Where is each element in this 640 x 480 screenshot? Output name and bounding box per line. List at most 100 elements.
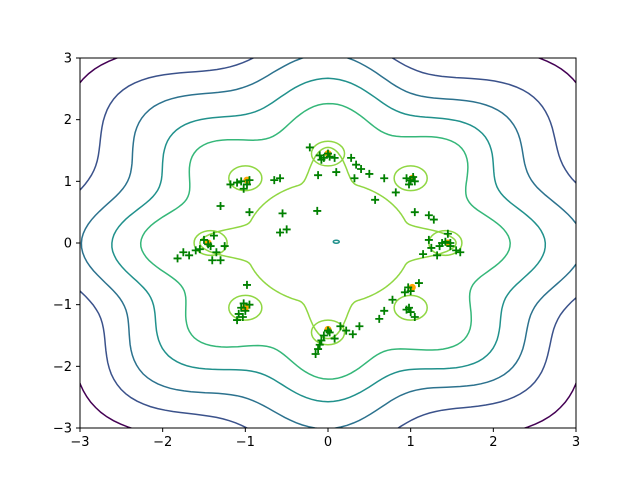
plus-marker (435, 242, 444, 251)
plus-marker (179, 248, 188, 257)
plus-marker (237, 177, 246, 186)
contour-level-5 (139, 102, 511, 380)
plus-marker (195, 245, 204, 254)
plus-marker (233, 316, 242, 325)
plus-marker (433, 251, 442, 260)
plus-marker (325, 328, 334, 337)
contour-lines (80, 58, 576, 428)
x-tick-label: 0 (324, 435, 332, 450)
plus-marker (391, 188, 400, 197)
plus-marker (241, 306, 250, 315)
center-contour (332, 239, 341, 245)
plus-marker (443, 229, 452, 238)
plus-marker (330, 153, 339, 162)
y-tick-label: 1 (64, 175, 72, 190)
y-tick-label: 0 (64, 237, 72, 252)
plus-marker (414, 279, 423, 288)
x-tick-label: 3 (572, 435, 580, 450)
plus-marker (191, 246, 200, 255)
plus-marker (324, 149, 332, 158)
y-axis: −3 −2 −1 0 1 2 3 (53, 52, 80, 437)
plus-marker (410, 313, 419, 321)
y-tick-label: 3 (64, 52, 72, 67)
plus-marker (315, 151, 324, 160)
plus-marker (239, 299, 248, 308)
plus-marker (410, 208, 419, 217)
plot-area (80, 58, 576, 428)
plus-marker (216, 256, 225, 265)
mode-contour (310, 140, 346, 167)
plus-marker (355, 322, 364, 331)
plus-marker (388, 295, 397, 304)
y-tick-label: −1 (53, 298, 72, 313)
plus-marker (313, 206, 322, 215)
plus-marker (311, 350, 320, 358)
contour-level-3 (80, 58, 576, 428)
plus-marker (330, 334, 339, 343)
plus-marker (314, 171, 323, 180)
plus-marker (245, 176, 254, 185)
plus-marker (336, 322, 345, 331)
plus-marker (317, 336, 326, 345)
plus-marker (319, 331, 328, 340)
plus-marker (242, 280, 251, 289)
mode-contour (310, 319, 346, 346)
x-tick-label: 1 (407, 435, 415, 450)
plus-marker (282, 225, 291, 234)
plus-marker (226, 180, 235, 189)
plus-marker (365, 169, 374, 178)
contour-level-4 (111, 77, 547, 403)
plus-marker (315, 340, 324, 349)
plus-marker (233, 178, 242, 187)
mode-contour (193, 229, 228, 257)
plus-marker (270, 176, 279, 185)
y-tick-label: −2 (53, 360, 72, 375)
plus-marker (402, 305, 411, 314)
inner-contour (199, 146, 457, 340)
plus-marker (409, 173, 418, 182)
plus-marker (242, 180, 251, 189)
plus-marker (245, 208, 254, 217)
plus-marker (405, 180, 414, 189)
plus-marker (380, 174, 389, 183)
plus-marker (234, 309, 243, 318)
plus-marker (371, 195, 380, 204)
plus-marker (350, 174, 359, 183)
plus-marker (406, 308, 415, 317)
plus-marker (208, 256, 217, 265)
plus-marker (305, 143, 314, 152)
plus-marker (238, 313, 247, 321)
plus-marker (237, 303, 246, 312)
plus-marker (380, 306, 389, 315)
plus-marker (400, 288, 409, 297)
plus-marker (314, 345, 323, 354)
plus-marker (452, 246, 461, 255)
x-tick-label: −3 (70, 435, 89, 450)
y-tick-label: −3 (53, 422, 72, 437)
plus-marker (332, 168, 341, 177)
green-plus-markers (173, 143, 465, 358)
plus-marker (402, 174, 411, 183)
plus-marker (216, 202, 225, 210)
plus-marker (245, 300, 254, 309)
plus-marker (424, 235, 433, 244)
plus-marker (173, 254, 182, 263)
mode-contour (393, 165, 428, 192)
plus-marker (446, 239, 455, 247)
plus-marker (212, 248, 221, 257)
plus-marker (427, 243, 436, 252)
plus-marker (342, 326, 351, 335)
plus-marker (347, 153, 356, 162)
plus-marker (348, 330, 357, 339)
x-axis: −3 −2 −1 0 1 2 3 (70, 428, 580, 450)
plus-marker (441, 237, 450, 246)
plus-marker (276, 174, 285, 183)
plus-marker (206, 242, 215, 251)
plus-marker (239, 184, 248, 193)
plus-marker (220, 242, 229, 251)
plus-marker (375, 314, 384, 323)
mode-contour (228, 165, 263, 192)
x-tick-label: −2 (153, 435, 172, 450)
mode-contour (228, 294, 263, 321)
